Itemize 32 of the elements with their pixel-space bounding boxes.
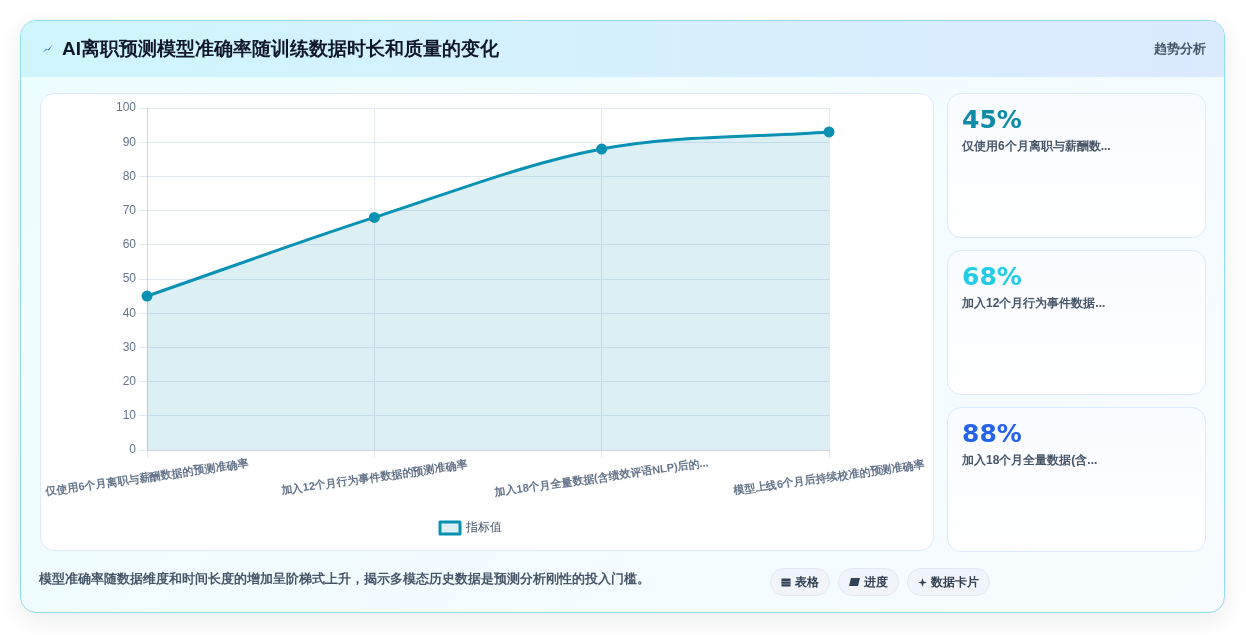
text: 仅使用6个月离职与薪酬数... [962,138,1111,155]
text: 模型准确率随数据维度和时间长度的增加呈阶梯式上升，揭示多模态历史数据是预测分析刚性的投入门槛。 [39,570,650,588]
point [596,143,608,155]
y-tick-label: 30 [122,339,137,354]
point [368,211,380,223]
text: 88% [962,418,1022,450]
legend-label: 指标值 [465,520,502,535]
y-tick-label: 80 [122,168,137,183]
text: 45% [962,104,1022,136]
y-tick-label: 10 [122,408,137,423]
text: 趋势分析 [1154,40,1206,58]
x-tick-label: 仅使用6个月离职与薪酬数据的预测准确率 [44,456,249,499]
y-tick-label: 60 [122,237,137,252]
text: 加入12个月行为事件数据... [962,295,1106,312]
point [823,126,835,138]
y-tick-label: 50 [122,271,137,286]
text: 进度 [864,573,888,591]
x-tick-label: 加入18个月全量数据(含绩效评语NLP)后的... [492,456,710,500]
y-tick-label: 90 [122,134,137,149]
y-tick-label: 0 [129,442,137,457]
y-tick-label: 20 [122,373,137,388]
x-tick-label: 模型上线6个月后持续校准的预测准确率 [731,457,926,497]
text: 68% [962,261,1022,293]
text: 数据卡片 [931,573,979,591]
y-tick-label: 100 [115,100,137,115]
point [141,290,153,302]
y-tick-label: 40 [122,305,137,320]
text: 表格 [795,573,819,591]
x-tick-label: 加入12个月行为事件数据的预测准确率 [279,458,469,498]
y-tick-label: 70 [122,202,137,217]
text: 加入18个月全量数据(含... [962,452,1098,469]
chart-title: AI离职预测模型准确率随训练数据时长和质量的变化 [62,37,499,61]
